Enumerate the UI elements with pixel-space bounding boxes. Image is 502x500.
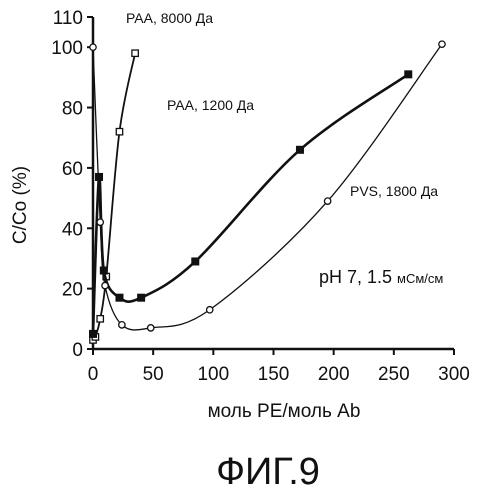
y-tick-label: 100: [51, 38, 83, 59]
y-tick-label: 20: [62, 280, 83, 301]
data-point: [90, 330, 97, 337]
data-point: [116, 294, 123, 301]
x-ticks: 0 50 100 150 200 250 300: [88, 349, 470, 385]
data-point: [405, 71, 412, 78]
data-point: [97, 219, 103, 225]
data-point: [296, 146, 303, 153]
condition-main: pH 7, 1.5: [319, 267, 392, 287]
data-point: [132, 50, 138, 56]
data-point: [439, 41, 445, 47]
x-tick-label: 100: [197, 364, 229, 385]
data-point: [138, 294, 145, 301]
data-point: [116, 128, 122, 134]
series-label-pvs-1800: PVS, 1800 Да: [350, 183, 438, 199]
y-tick-label: 60: [62, 159, 83, 180]
condition-unit: мСм/см: [397, 271, 443, 286]
data-point: [102, 282, 108, 288]
condition-annotation: pH 7, 1.5 мСм/см: [319, 267, 443, 287]
y-tick-label: 110: [53, 8, 83, 29]
y-tick-label: 0: [72, 340, 83, 361]
x-tick-label: 250: [378, 364, 410, 385]
series-label-paa-1200: PAA, 1200 Да: [167, 97, 254, 113]
x-tick-label: 200: [318, 364, 350, 385]
x-axis-title: моль PE/моль Ab: [208, 401, 361, 422]
y-tick-label: 40: [62, 219, 83, 240]
x-tick-label: 50: [143, 364, 164, 385]
data-point: [192, 258, 199, 265]
data-point: [324, 198, 330, 204]
x-tick-label: 300: [438, 364, 470, 385]
y-axis-title: C/Co (%): [10, 166, 31, 244]
x-tick-label: 0: [88, 364, 99, 385]
data-point: [90, 44, 96, 50]
data-point: [207, 307, 213, 313]
data-point: [148, 325, 154, 331]
x-tick-label: 150: [258, 364, 290, 385]
data-point: [97, 316, 103, 322]
data-point: [119, 322, 125, 328]
figure-caption: ФИГ.9: [216, 451, 320, 493]
series-label-paa-8000: PAA, 8000 Да: [126, 10, 213, 26]
data-point: [100, 267, 107, 274]
y-tick-label: 80: [62, 99, 83, 120]
y-ticks: 0 20 40 60 80 100 110: [51, 8, 93, 361]
